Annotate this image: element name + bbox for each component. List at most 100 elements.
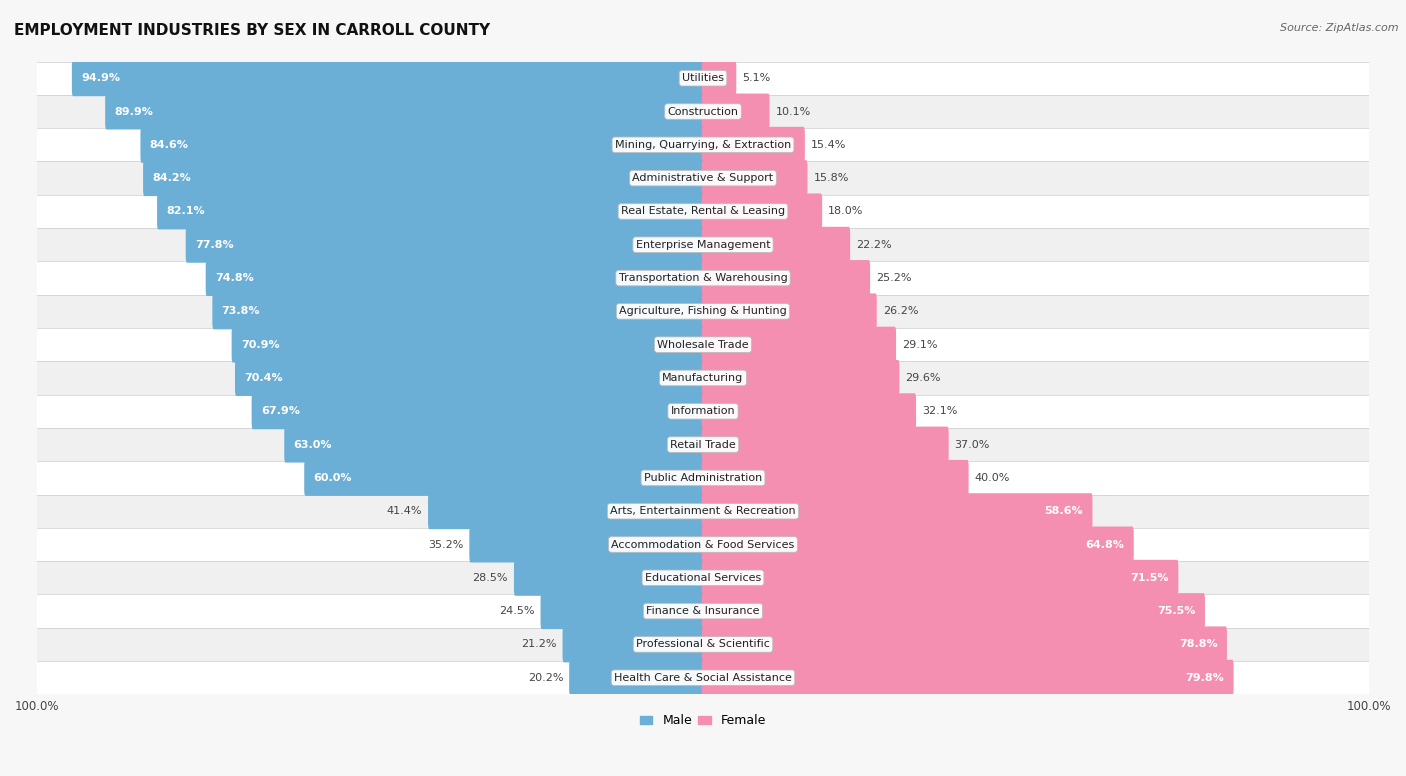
FancyBboxPatch shape <box>72 61 704 96</box>
Text: Public Administration: Public Administration <box>644 473 762 483</box>
FancyBboxPatch shape <box>205 260 704 296</box>
FancyBboxPatch shape <box>143 160 704 196</box>
Text: Wholesale Trade: Wholesale Trade <box>657 340 749 350</box>
Legend: Male, Female: Male, Female <box>636 709 770 733</box>
Text: 24.5%: 24.5% <box>499 606 534 616</box>
FancyBboxPatch shape <box>562 626 704 663</box>
Bar <box>37 328 1369 362</box>
Text: 29.6%: 29.6% <box>905 373 941 383</box>
Bar <box>37 228 1369 262</box>
Text: 71.5%: 71.5% <box>1130 573 1168 583</box>
FancyBboxPatch shape <box>702 494 1092 529</box>
FancyBboxPatch shape <box>702 559 1178 596</box>
Text: 20.2%: 20.2% <box>527 673 564 683</box>
Text: 18.0%: 18.0% <box>828 206 863 217</box>
Bar <box>37 661 1369 695</box>
FancyBboxPatch shape <box>702 360 900 396</box>
Text: Mining, Quarrying, & Extraction: Mining, Quarrying, & Extraction <box>614 140 792 150</box>
FancyBboxPatch shape <box>702 227 851 263</box>
Text: 89.9%: 89.9% <box>114 106 153 116</box>
Text: 37.0%: 37.0% <box>955 439 990 449</box>
Bar <box>37 395 1369 428</box>
Text: 70.9%: 70.9% <box>240 340 280 350</box>
Text: 15.4%: 15.4% <box>811 140 846 150</box>
FancyBboxPatch shape <box>427 494 704 529</box>
Text: 60.0%: 60.0% <box>314 473 352 483</box>
FancyBboxPatch shape <box>702 193 823 230</box>
Text: Educational Services: Educational Services <box>645 573 761 583</box>
FancyBboxPatch shape <box>702 293 877 329</box>
FancyBboxPatch shape <box>304 460 704 496</box>
FancyBboxPatch shape <box>702 626 1227 663</box>
Text: 64.8%: 64.8% <box>1085 539 1125 549</box>
Text: 10.1%: 10.1% <box>776 106 811 116</box>
Text: 28.5%: 28.5% <box>472 573 508 583</box>
FancyBboxPatch shape <box>515 559 704 596</box>
Text: Finance & Insurance: Finance & Insurance <box>647 606 759 616</box>
FancyBboxPatch shape <box>702 527 1133 563</box>
FancyBboxPatch shape <box>702 126 804 163</box>
FancyBboxPatch shape <box>702 427 949 462</box>
Text: 41.4%: 41.4% <box>387 506 422 516</box>
Text: EMPLOYMENT INDUSTRIES BY SEX IN CARROLL COUNTY: EMPLOYMENT INDUSTRIES BY SEX IN CARROLL … <box>14 23 491 38</box>
FancyBboxPatch shape <box>540 593 704 629</box>
Text: Real Estate, Rental & Leasing: Real Estate, Rental & Leasing <box>621 206 785 217</box>
Text: Administrative & Support: Administrative & Support <box>633 173 773 183</box>
Bar <box>37 61 1369 95</box>
Text: Retail Trade: Retail Trade <box>671 439 735 449</box>
Text: 84.2%: 84.2% <box>152 173 191 183</box>
Text: 82.1%: 82.1% <box>166 206 205 217</box>
Text: 21.2%: 21.2% <box>522 639 557 650</box>
FancyBboxPatch shape <box>702 260 870 296</box>
Bar <box>37 594 1369 628</box>
Text: 32.1%: 32.1% <box>922 407 957 416</box>
Bar <box>37 428 1369 461</box>
Text: 78.8%: 78.8% <box>1180 639 1218 650</box>
Text: Utilities: Utilities <box>682 73 724 83</box>
FancyBboxPatch shape <box>702 460 969 496</box>
Bar <box>37 95 1369 128</box>
Text: Information: Information <box>671 407 735 416</box>
Text: 58.6%: 58.6% <box>1045 506 1083 516</box>
Text: 79.8%: 79.8% <box>1185 673 1225 683</box>
Text: 29.1%: 29.1% <box>903 340 938 350</box>
Text: 67.9%: 67.9% <box>262 407 299 416</box>
FancyBboxPatch shape <box>702 160 807 196</box>
FancyBboxPatch shape <box>702 61 737 96</box>
FancyBboxPatch shape <box>702 660 1233 696</box>
Text: 26.2%: 26.2% <box>883 307 918 317</box>
Text: 22.2%: 22.2% <box>856 240 891 250</box>
Text: Enterprise Management: Enterprise Management <box>636 240 770 250</box>
Text: 74.8%: 74.8% <box>215 273 253 283</box>
Bar <box>37 628 1369 661</box>
Text: 35.2%: 35.2% <box>427 539 464 549</box>
Text: Professional & Scientific: Professional & Scientific <box>636 639 770 650</box>
Text: 63.0%: 63.0% <box>294 439 332 449</box>
FancyBboxPatch shape <box>212 293 704 329</box>
Bar <box>37 528 1369 561</box>
Text: 73.8%: 73.8% <box>222 307 260 317</box>
Text: Source: ZipAtlas.com: Source: ZipAtlas.com <box>1281 23 1399 33</box>
Text: 5.1%: 5.1% <box>742 73 770 83</box>
Text: Transportation & Warehousing: Transportation & Warehousing <box>619 273 787 283</box>
Text: Construction: Construction <box>668 106 738 116</box>
FancyBboxPatch shape <box>702 327 896 362</box>
Text: 77.8%: 77.8% <box>195 240 233 250</box>
Bar <box>37 494 1369 528</box>
FancyBboxPatch shape <box>470 527 704 563</box>
Bar <box>37 295 1369 328</box>
FancyBboxPatch shape <box>186 227 704 263</box>
Text: Agriculture, Fishing & Hunting: Agriculture, Fishing & Hunting <box>619 307 787 317</box>
Bar <box>37 461 1369 494</box>
Text: 70.4%: 70.4% <box>245 373 283 383</box>
Text: 84.6%: 84.6% <box>150 140 188 150</box>
Bar <box>37 262 1369 295</box>
Bar <box>37 561 1369 594</box>
Text: Accommodation & Food Services: Accommodation & Food Services <box>612 539 794 549</box>
Bar <box>37 128 1369 161</box>
FancyBboxPatch shape <box>235 360 704 396</box>
Text: Health Care & Social Assistance: Health Care & Social Assistance <box>614 673 792 683</box>
Text: 75.5%: 75.5% <box>1157 606 1195 616</box>
FancyBboxPatch shape <box>702 593 1205 629</box>
FancyBboxPatch shape <box>105 94 704 130</box>
